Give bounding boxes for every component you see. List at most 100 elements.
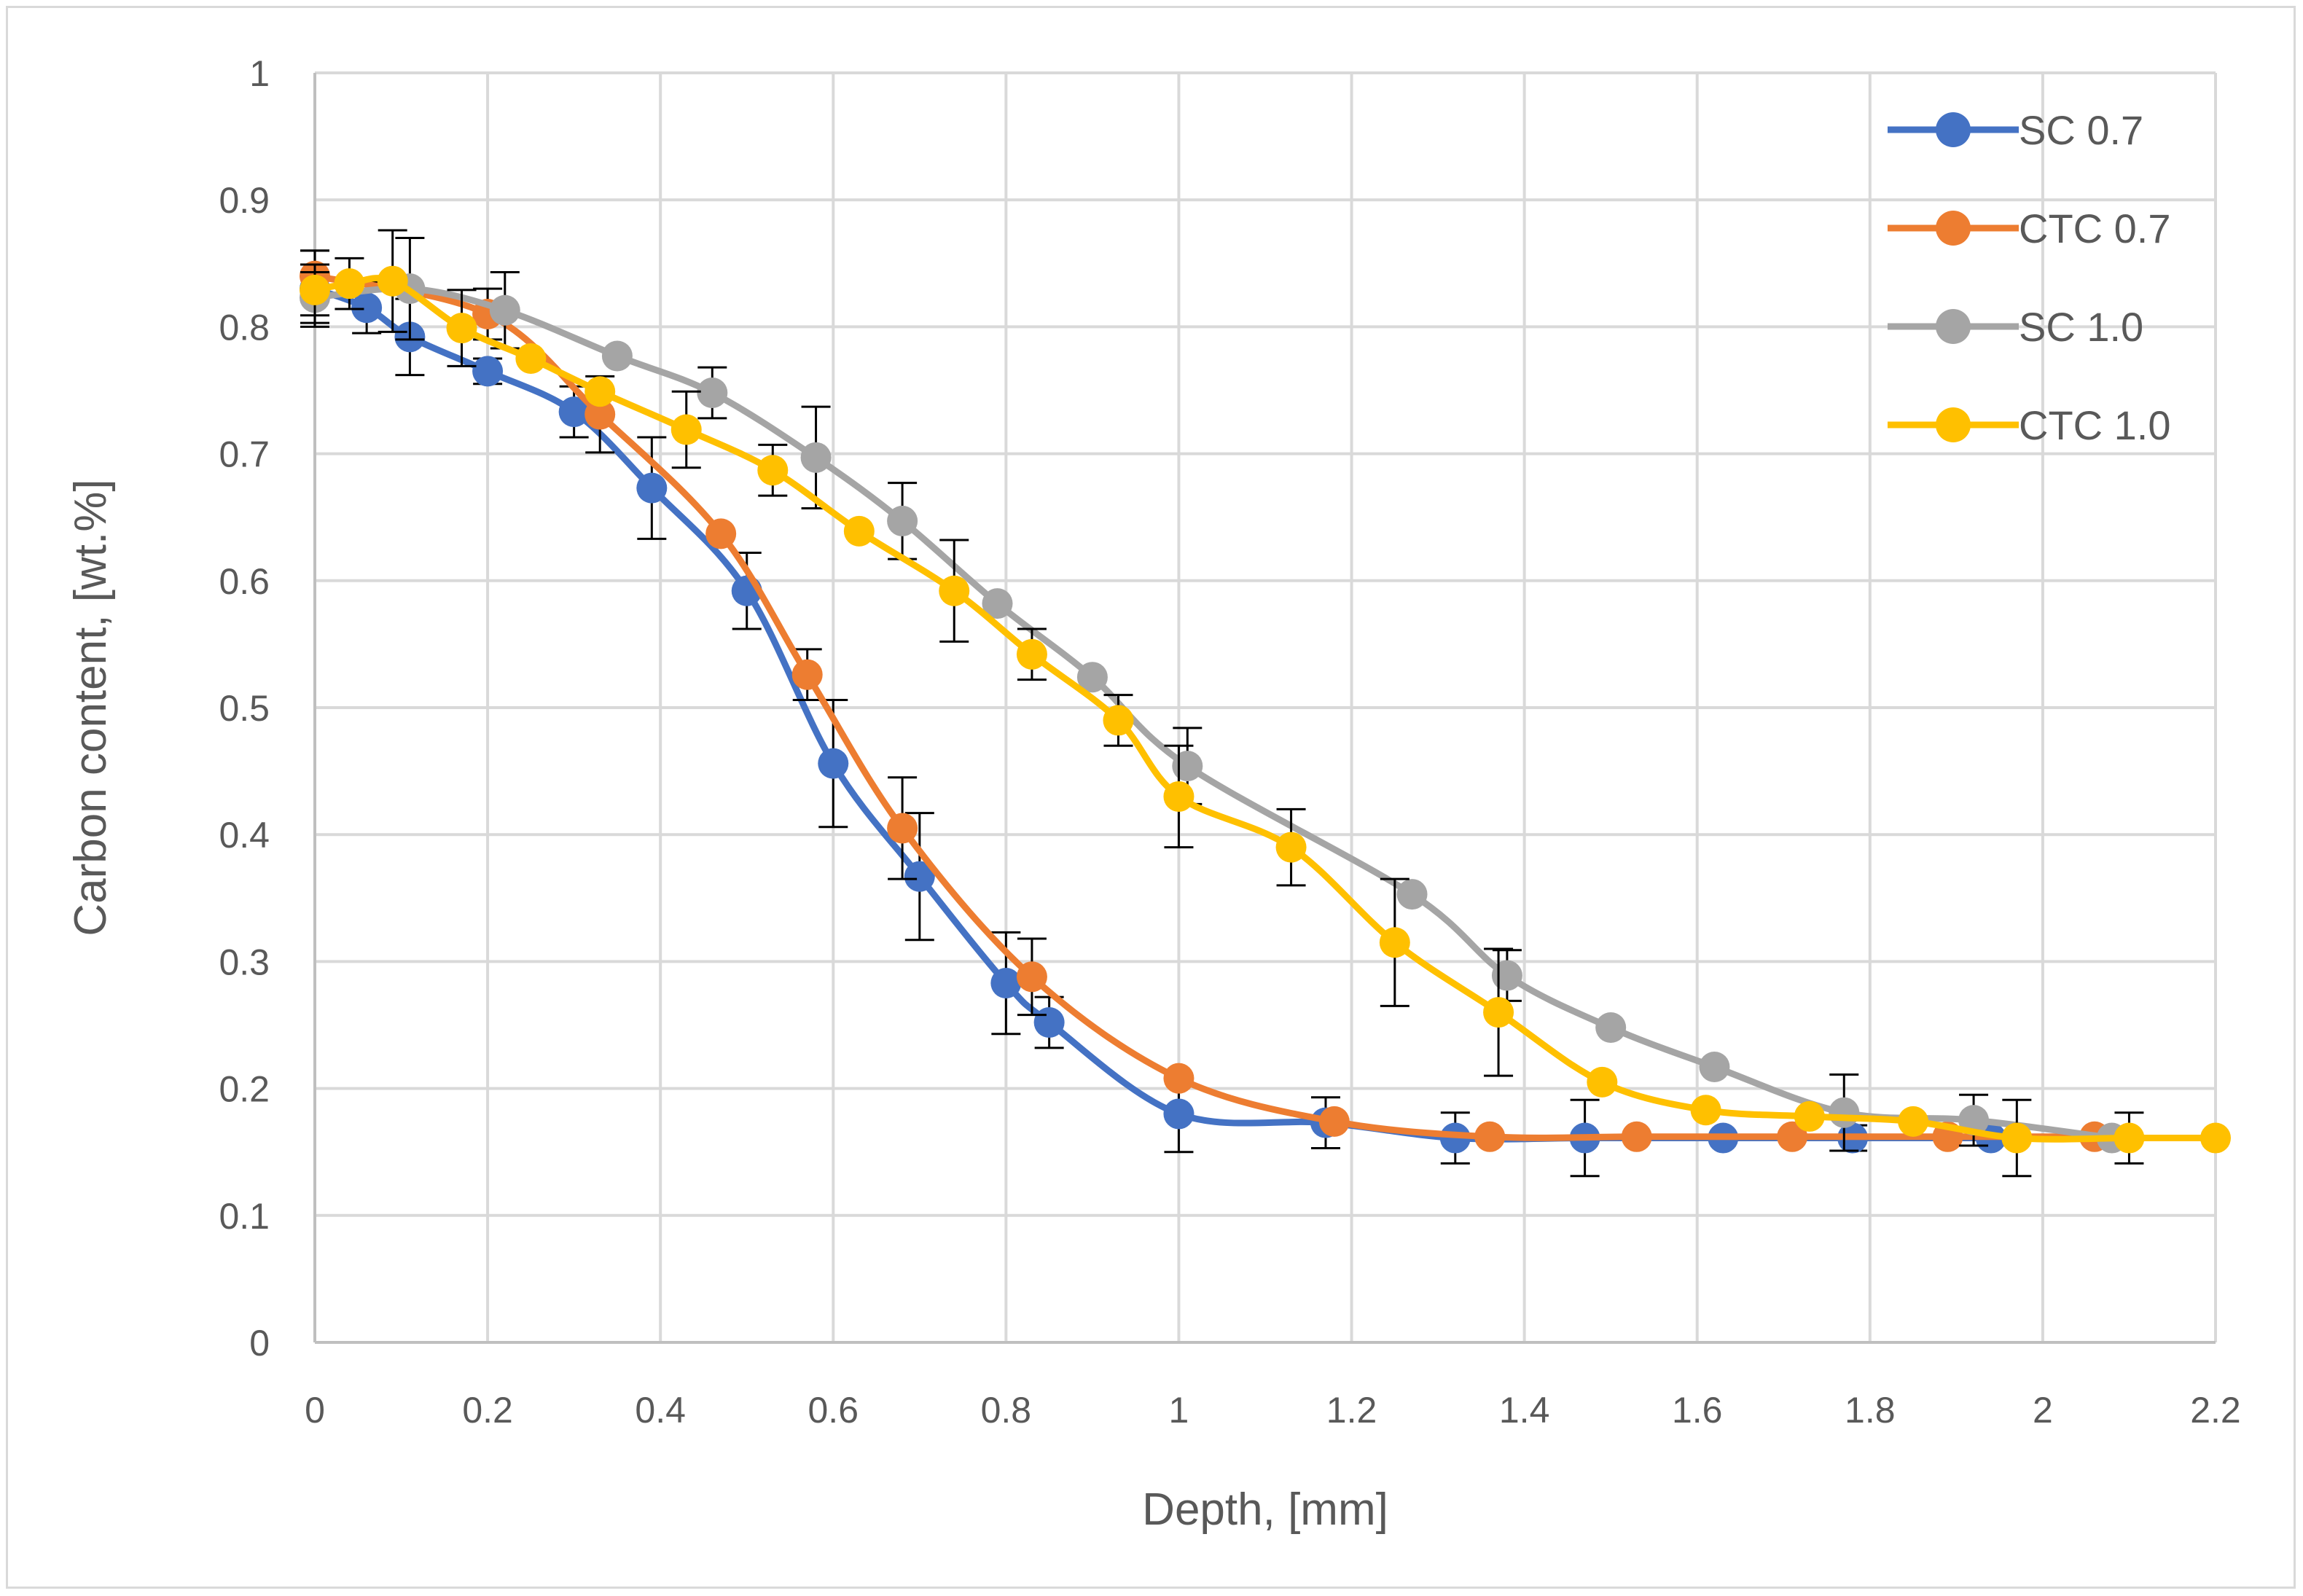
series-layer	[300, 229, 2231, 1178]
y-tick-label: 0.3	[219, 942, 270, 982]
legend-marker	[1936, 407, 1971, 442]
data-point	[982, 588, 1013, 619]
data-point	[1483, 997, 1514, 1028]
data-point	[1103, 705, 1134, 736]
data-point	[705, 518, 737, 549]
data-point	[1163, 1098, 1194, 1130]
data-point	[446, 313, 477, 344]
data-point	[1829, 1097, 1860, 1128]
x-tick-label: 1	[1169, 1390, 1189, 1431]
data-point	[1621, 1121, 1652, 1152]
data-point	[887, 813, 918, 844]
y-tick-label: 0	[249, 1323, 270, 1364]
data-point	[1318, 1106, 1350, 1137]
data-point	[1379, 927, 1410, 958]
legend-label: CTC 0.7	[2019, 206, 2171, 251]
data-point	[818, 748, 849, 779]
data-point	[489, 294, 520, 326]
y-tick-label: 0.5	[219, 688, 270, 729]
data-point	[2114, 1122, 2145, 1154]
data-point	[1699, 1051, 1730, 1082]
data-point	[1491, 960, 1522, 991]
legend: SC 0.7 CTC 0.7 SC 1.0 CTC 1.0	[1888, 107, 2171, 448]
data-point	[843, 515, 875, 547]
data-point	[334, 268, 365, 300]
data-point	[939, 575, 970, 606]
y-tick-label: 0.4	[219, 815, 270, 856]
data-point	[584, 399, 616, 430]
data-point	[791, 659, 823, 690]
y-axis-title: Carbon content, [wt.%]	[66, 479, 116, 936]
legend-item-sc-1-0: SC 1.0	[1888, 304, 2143, 350]
legend-item-ctc-0-7: CTC 0.7	[1888, 206, 2171, 251]
x-tick-label: 0.8	[981, 1390, 1032, 1431]
data-point	[558, 396, 590, 428]
data-point	[1076, 662, 1108, 693]
data-point	[2200, 1122, 2231, 1154]
axis-layer: 0 0.1 0.2 0.3 0.4 0.5 0.6 0.7 0.8 0.9 1 0 0.2 0.4 0.6 0…	[219, 53, 2240, 1431]
x-axis-title: Depth, [mm]	[1142, 1484, 1388, 1535]
data-point	[1163, 781, 1194, 812]
data-point	[1690, 1095, 1721, 1126]
x-tick-label: 0.6	[808, 1390, 859, 1431]
x-tick-label: 0.4	[635, 1390, 686, 1431]
legend-marker	[1936, 309, 1971, 344]
x-tick-label: 1.2	[1326, 1390, 1377, 1431]
legend-marker	[1936, 211, 1971, 246]
data-point	[1587, 1066, 1618, 1098]
data-point	[1474, 1121, 1506, 1152]
data-point	[1777, 1121, 1808, 1152]
y-tick-label: 0.6	[219, 561, 270, 602]
y-tick-label: 1	[249, 53, 270, 94]
data-point	[1396, 879, 1428, 910]
data-point	[1275, 832, 1307, 863]
data-point	[300, 274, 330, 305]
x-tick-label: 0	[305, 1390, 325, 1431]
data-point	[1794, 1100, 1825, 1132]
series-sc-0-7	[300, 249, 2006, 1178]
legend-item-ctc-1-0: CTC 1.0	[1888, 402, 2171, 448]
series-ctc-1-0	[300, 229, 2231, 1178]
data-point	[515, 343, 547, 374]
x-tick-label: 2.2	[2190, 1390, 2241, 1431]
data-point	[887, 505, 918, 536]
data-point	[2001, 1122, 2033, 1154]
data-point	[377, 265, 408, 297]
data-point	[1172, 751, 1203, 782]
data-point	[472, 356, 504, 387]
data-point	[1595, 1012, 1627, 1043]
data-point	[1163, 1063, 1194, 1094]
x-tick-label: 2	[2033, 1390, 2053, 1431]
x-tick-label: 1.4	[1499, 1390, 1550, 1431]
data-point	[584, 376, 616, 407]
series-line	[311, 275, 2219, 1143]
x-tick-label: 1.8	[1845, 1390, 1896, 1431]
legend-item-sc-0-7: SC 0.7	[1888, 107, 2143, 153]
data-point	[670, 414, 702, 445]
legend-label: CTC 1.0	[2019, 402, 2171, 448]
data-point	[1898, 1106, 1929, 1137]
data-point	[1016, 638, 1047, 670]
data-point	[800, 442, 832, 473]
data-point	[601, 340, 633, 372]
y-tick-label: 0.2	[219, 1069, 270, 1110]
grid-layer	[313, 71, 2217, 1344]
data-point	[697, 377, 728, 408]
x-tick-label: 0.2	[462, 1390, 513, 1431]
y-tick-label: 0.9	[219, 180, 270, 221]
y-tick-label: 0.8	[219, 307, 270, 348]
data-point	[351, 292, 383, 324]
data-point	[1033, 1007, 1065, 1038]
series-ctc-0-7	[300, 249, 2111, 1152]
y-tick-label: 0.7	[219, 434, 270, 475]
legend-marker	[1936, 112, 1971, 147]
legend-label: SC 1.0	[2019, 304, 2143, 350]
data-point	[1016, 961, 1047, 993]
series-sc-1-0	[300, 236, 2127, 1154]
data-point	[636, 472, 668, 504]
x-tick-label: 1.6	[1672, 1390, 1723, 1431]
data-point	[904, 861, 935, 892]
data-point	[990, 968, 1022, 999]
data-point	[757, 455, 789, 486]
